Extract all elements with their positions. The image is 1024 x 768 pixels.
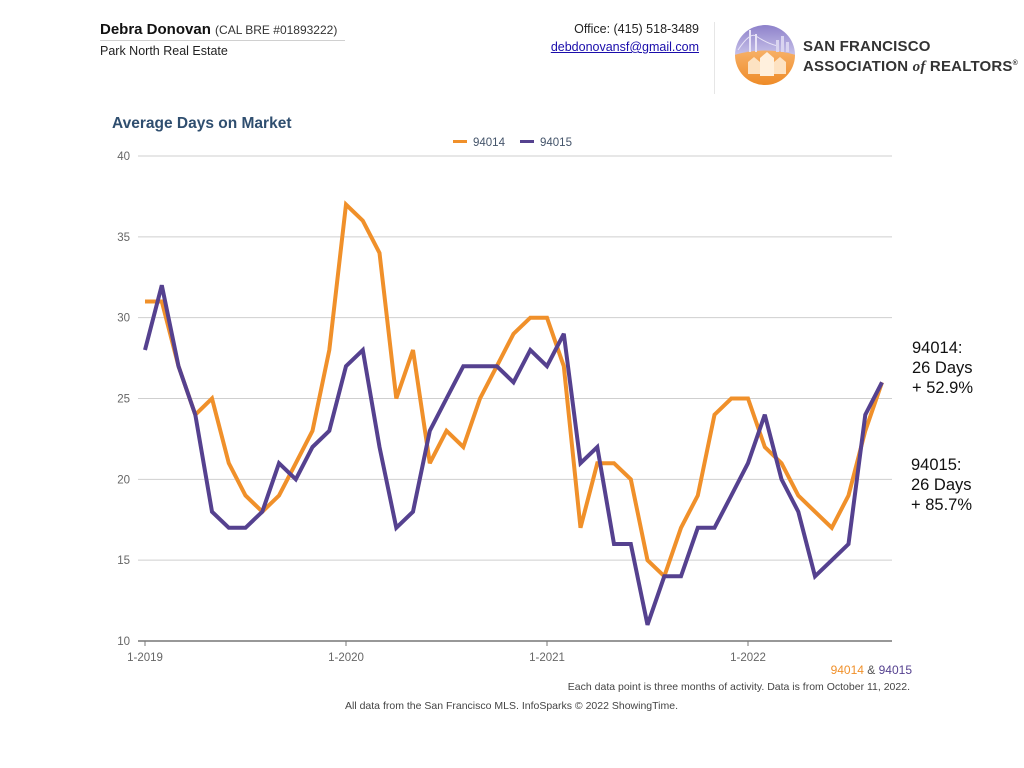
y-tick-label-25: 25 bbox=[117, 394, 130, 406]
annotation-94015-line-3: + 85.7% bbox=[911, 496, 972, 514]
y-tick-label-30: 30 bbox=[117, 313, 130, 325]
legend-item-94014[interactable]: 94014 bbox=[453, 137, 506, 149]
agent-underline-divider bbox=[100, 40, 345, 41]
x-axis: 1-2019 1-2020 1-2021 1-2022 bbox=[127, 640, 892, 664]
annotation-94015-line-2: 26 Days bbox=[911, 476, 972, 494]
logo-line-2-of: of bbox=[912, 59, 926, 75]
legend-swatch-94015 bbox=[520, 140, 534, 143]
x-tick-label-1-2021: 1-2021 bbox=[529, 652, 565, 664]
footer-note: Each data point is three months of activ… bbox=[567, 681, 910, 693]
x-tick-label-1-2019: 1-2019 bbox=[127, 652, 163, 664]
y-tick-label-35: 35 bbox=[117, 232, 130, 244]
y-tick-label-40: 40 bbox=[117, 151, 130, 163]
logo-line-2a: Association bbox=[803, 58, 909, 75]
y-tick-label-15: 15 bbox=[117, 555, 130, 567]
series-line-94015 bbox=[143, 284, 884, 626]
sf-association-logo-icon bbox=[735, 25, 795, 85]
annotation-94014-line-1: 94014: bbox=[912, 339, 962, 357]
legend-label-94014: 94014 bbox=[473, 137, 506, 149]
series-lines bbox=[143, 200, 884, 626]
logo-line-1: San Francisco bbox=[803, 38, 931, 55]
annotation-94014: 94014: 26 Days + 52.9% bbox=[912, 339, 973, 397]
legend-swatch-94014 bbox=[453, 140, 467, 143]
x-tick-label-1-2022: 1-2022 bbox=[730, 652, 766, 664]
agent-company: Park North Real Estate bbox=[100, 44, 228, 58]
footer-amp: & bbox=[863, 663, 879, 677]
legend-label-94015: 94015 bbox=[540, 137, 572, 149]
agent-name-text: Debra Donovan bbox=[100, 21, 211, 38]
annotation-94015: 94015: 26 Days + 85.7% bbox=[911, 456, 972, 514]
y-gridlines bbox=[138, 155, 892, 561]
y-tick-label-20: 20 bbox=[117, 474, 130, 486]
agent-license: (CAL BRE #01893222) bbox=[215, 23, 338, 37]
annotation-94015-line-1: 94015: bbox=[911, 456, 961, 474]
legend: 94014 94015 bbox=[453, 137, 572, 149]
footer-series-a: 94014 bbox=[830, 663, 864, 677]
footer-source: All data from the San Francisco MLS. Inf… bbox=[345, 700, 679, 712]
x-tick-label-1-2020: 1-2020 bbox=[328, 652, 364, 664]
annotation-94014-line-2: 26 Days bbox=[912, 359, 973, 377]
logo-line-2: Association of Realtors® bbox=[803, 55, 1018, 76]
agent-name: Debra Donovan (CAL BRE #01893222) bbox=[100, 21, 337, 38]
annotation-94014-line-3: + 52.9% bbox=[912, 379, 973, 397]
legend-item-94015[interactable]: 94015 bbox=[520, 137, 572, 149]
logo-line-2b: Realtors bbox=[929, 58, 1013, 75]
footer-series-label: 94014 & 94015 bbox=[831, 663, 912, 677]
email-link[interactable]: debdonovansf@gmail.com bbox=[550, 40, 699, 54]
y-axis-ticks: 10 15 20 25 30 35 40 bbox=[117, 151, 130, 648]
header-divider bbox=[714, 22, 715, 94]
chart-title: Average Days on Market bbox=[112, 115, 291, 132]
logo-wordmark: San Francisco Association of Realtors® bbox=[803, 38, 1018, 76]
registered-mark: ® bbox=[1012, 60, 1018, 67]
y-tick-label-10: 10 bbox=[117, 636, 130, 648]
footer-series-b: 94015 bbox=[878, 663, 912, 677]
office-phone: Office: (415) 518-3489 bbox=[574, 22, 699, 36]
